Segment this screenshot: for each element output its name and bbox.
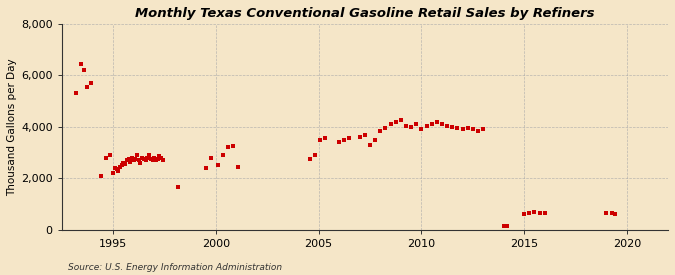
Point [144, 153, 155, 157]
Point [82, 85, 93, 89]
Point [447, 125, 458, 129]
Point [157, 158, 168, 163]
Point [431, 119, 442, 124]
Point [125, 160, 136, 164]
Point [78, 68, 89, 72]
Point [147, 158, 158, 163]
Point [360, 132, 371, 137]
Point [406, 125, 416, 129]
Point [149, 156, 160, 160]
Point [151, 158, 161, 163]
Point [122, 158, 132, 163]
Point [123, 157, 134, 161]
Point [472, 128, 483, 133]
Point [606, 211, 617, 215]
Point [116, 163, 127, 168]
Point [529, 210, 540, 214]
Point [223, 145, 234, 150]
Point [401, 123, 412, 128]
Point [138, 157, 149, 161]
Point [132, 153, 142, 157]
Point [390, 119, 401, 124]
Point [154, 154, 165, 159]
Point [76, 62, 86, 66]
Point [108, 171, 119, 175]
Point [200, 166, 211, 170]
Point [524, 211, 535, 215]
Point [437, 122, 448, 127]
Point [233, 164, 244, 169]
Point [212, 163, 223, 168]
Y-axis label: Thousand Gallons per Day: Thousand Gallons per Day [7, 58, 17, 196]
Point [111, 167, 122, 172]
Title: Monthly Texas Conventional Gasoline Retail Sales by Refiners: Monthly Texas Conventional Gasoline Reta… [135, 7, 595, 20]
Point [354, 135, 365, 139]
Point [601, 211, 612, 215]
Point [452, 126, 463, 130]
Point [457, 127, 468, 132]
Point [385, 122, 396, 127]
Point [498, 224, 509, 228]
Point [478, 127, 489, 132]
Point [101, 156, 112, 160]
Point [310, 153, 321, 157]
Point [115, 164, 126, 169]
Point [441, 123, 452, 128]
Point [370, 138, 381, 142]
Point [344, 136, 355, 141]
Point [320, 136, 331, 141]
Point [205, 156, 216, 160]
Point [140, 158, 151, 163]
Point [104, 153, 115, 157]
Point [380, 126, 391, 130]
Point [109, 166, 120, 170]
Point [135, 161, 146, 165]
Point [127, 156, 138, 160]
Point [96, 174, 107, 178]
Point [334, 140, 345, 144]
Point [534, 211, 545, 215]
Point [113, 168, 124, 173]
Point [173, 185, 184, 189]
Point [70, 91, 81, 96]
Point [411, 122, 422, 127]
Point [396, 118, 406, 123]
Point [86, 81, 97, 85]
Point [118, 161, 129, 165]
Point [315, 138, 326, 142]
Point [128, 158, 139, 163]
Point [227, 144, 238, 148]
Point [304, 157, 315, 161]
Point [137, 156, 148, 160]
Point [462, 126, 473, 130]
Point [134, 158, 144, 163]
Point [339, 138, 350, 142]
Point [539, 211, 550, 215]
Point [145, 157, 156, 161]
Point [610, 212, 620, 216]
Point [416, 127, 427, 132]
Point [502, 224, 512, 228]
Point [142, 156, 153, 160]
Point [119, 162, 130, 166]
Point [421, 123, 432, 128]
Point [375, 128, 385, 133]
Point [156, 156, 167, 160]
Point [427, 122, 437, 127]
Point [519, 212, 530, 216]
Point [130, 157, 141, 161]
Text: Source: U.S. Energy Information Administration: Source: U.S. Energy Information Administ… [68, 263, 281, 272]
Point [467, 127, 478, 132]
Point [217, 153, 228, 157]
Point [153, 157, 163, 161]
Point [364, 143, 375, 147]
